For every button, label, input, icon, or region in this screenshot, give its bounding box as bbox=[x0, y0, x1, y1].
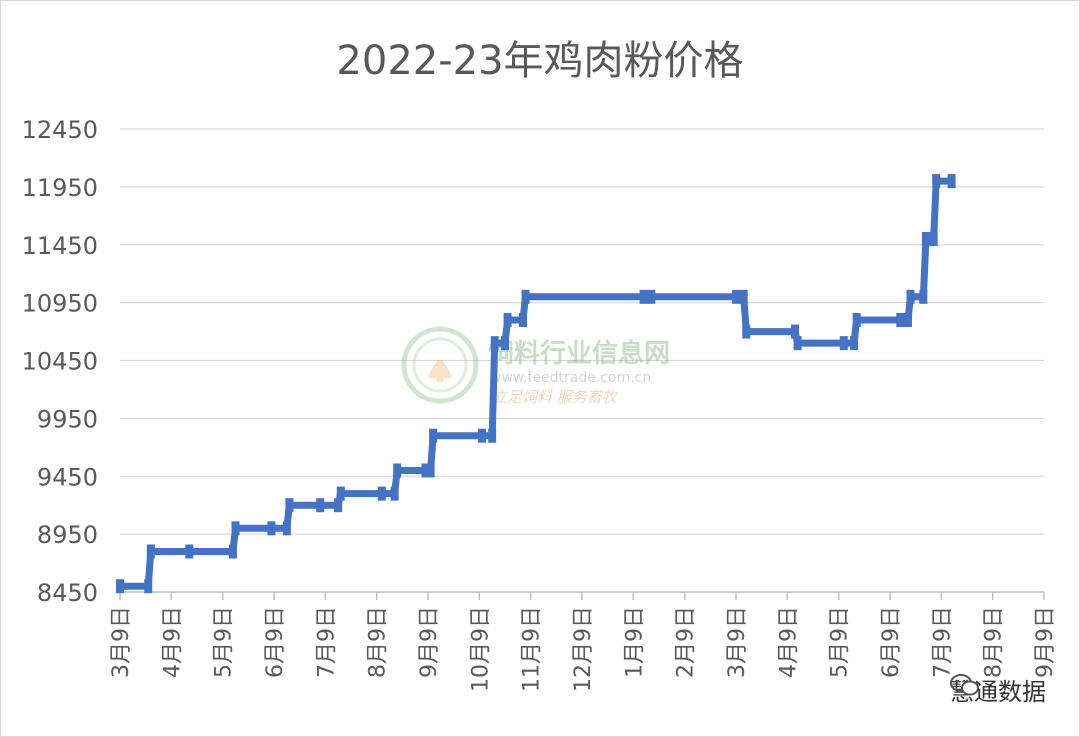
y-tick-label: 8450 bbox=[37, 579, 98, 607]
x-tick-label: 5月9日 bbox=[212, 606, 237, 678]
y-tick-label: 9450 bbox=[37, 463, 98, 491]
data-point bbox=[947, 174, 956, 189]
x-tick-label: 5月9日 bbox=[828, 606, 853, 678]
data-point bbox=[852, 312, 861, 327]
data-point bbox=[791, 324, 800, 339]
wechat-icon bbox=[950, 674, 979, 696]
data-point bbox=[429, 428, 438, 443]
data-point bbox=[393, 463, 402, 478]
data-point bbox=[336, 486, 345, 501]
watermark-url: www.feedtrade.com.cn bbox=[490, 370, 651, 386]
series-line-group bbox=[116, 174, 956, 594]
x-tick-label: 1月9日 bbox=[622, 606, 647, 678]
x-axis: 3月9日 4月9日 5月9日 6月9日 7月9日 8月9日 9月9日 10月9日 11月9日 12… bbox=[109, 591, 1058, 692]
y-tick-label: 9950 bbox=[37, 405, 98, 433]
y-tick-label: 8950 bbox=[37, 521, 98, 549]
data-point bbox=[518, 312, 527, 327]
data-point bbox=[501, 336, 509, 351]
data-point bbox=[144, 579, 153, 594]
data-point bbox=[647, 289, 656, 304]
y-tick-label: 10950 bbox=[22, 290, 98, 318]
x-tick-label: 7月9日 bbox=[314, 606, 339, 678]
x-tick-label: 6月9日 bbox=[263, 606, 288, 678]
watermark-name: 饲料行业信息网 bbox=[487, 338, 670, 369]
data-point bbox=[906, 289, 915, 304]
x-tick-label: 7月9日 bbox=[930, 606, 955, 678]
data-point bbox=[793, 336, 802, 351]
data-point bbox=[390, 486, 399, 501]
data-point bbox=[490, 336, 499, 351]
x-tick-label: 10月9日 bbox=[468, 606, 493, 692]
data-point bbox=[850, 336, 859, 351]
y-tick-label: 11450 bbox=[22, 232, 98, 260]
x-tick-label: 6月9日 bbox=[879, 606, 904, 678]
brand-badge: 慧通数据 bbox=[950, 672, 1046, 707]
data-point bbox=[146, 544, 155, 559]
data-point bbox=[932, 174, 941, 189]
data-point bbox=[477, 428, 486, 443]
y-tick-label: 10450 bbox=[22, 348, 98, 376]
gridlines bbox=[120, 128, 1044, 535]
data-point bbox=[521, 289, 530, 304]
data-point bbox=[334, 498, 343, 513]
data-point bbox=[285, 498, 294, 513]
data-point bbox=[421, 463, 430, 478]
x-tick-label: 3月9日 bbox=[725, 606, 750, 678]
y-tick-label: 12450 bbox=[22, 116, 98, 144]
data-point bbox=[426, 463, 435, 478]
x-tick-label: 11月9日 bbox=[520, 606, 545, 692]
watermark: 饲料行业信息网 www.feedtrade.com.cn 立足饲料 服务畜牧 bbox=[401, 326, 670, 406]
x-tick-label: 8月9日 bbox=[982, 606, 1007, 678]
x-tick-label: 9月9日 bbox=[1033, 606, 1058, 678]
data-point bbox=[267, 521, 276, 536]
data-point bbox=[228, 544, 237, 559]
data-point bbox=[231, 521, 240, 536]
data-point bbox=[377, 486, 386, 501]
data-point bbox=[739, 289, 748, 304]
x-tick-label: 2月9日 bbox=[674, 606, 699, 678]
data-point bbox=[282, 521, 291, 536]
y-axis-ticks: 12450 11950 11450 10950 10450 9950 9450 8950 845… bbox=[22, 116, 98, 607]
watermark-slogan: 立足饲料 服务畜牧 bbox=[492, 388, 619, 406]
data-point bbox=[839, 336, 848, 351]
data-point bbox=[639, 289, 648, 304]
y-tick-label: 11950 bbox=[22, 174, 98, 202]
data-point bbox=[488, 428, 497, 443]
data-point bbox=[742, 324, 751, 339]
x-tick-label: 9月9日 bbox=[417, 606, 442, 678]
data-point bbox=[732, 289, 740, 304]
data-point bbox=[921, 231, 930, 246]
data-point bbox=[185, 544, 194, 559]
x-tick-label: 8月9日 bbox=[366, 606, 391, 678]
data-point bbox=[896, 312, 905, 327]
x-tick-label: 4月9日 bbox=[160, 606, 185, 678]
watermark-logo-icon bbox=[401, 326, 479, 404]
x-tick-label: 3月9日 bbox=[109, 606, 134, 678]
data-point bbox=[919, 289, 928, 304]
data-point bbox=[116, 579, 124, 594]
x-tick-label: 12月9日 bbox=[571, 606, 596, 692]
data-point bbox=[316, 498, 325, 513]
data-point bbox=[503, 312, 512, 327]
data-point bbox=[903, 312, 912, 327]
data-point bbox=[929, 231, 938, 246]
chart-title: 2022-23年鸡肉粉价格 bbox=[336, 38, 744, 84]
x-tick-label: 4月9日 bbox=[776, 606, 801, 678]
